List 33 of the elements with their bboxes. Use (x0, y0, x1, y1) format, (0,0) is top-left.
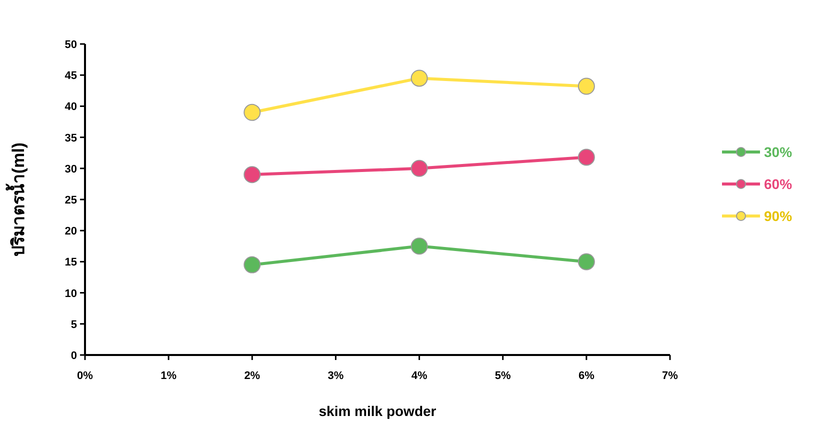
x-tick-label: 0% (77, 370, 94, 382)
y-tick-label: 15 (64, 256, 77, 269)
y-tick-label: 10 (64, 288, 77, 300)
y-tick-label: 30 (64, 163, 77, 176)
x-tick-label: 2% (244, 370, 260, 382)
legend-label: 60% (764, 176, 793, 192)
point (578, 148, 595, 166)
y-tick-label: 5 (70, 318, 77, 331)
y-tick-label: 40 (64, 101, 77, 114)
point (244, 166, 261, 184)
legend-label: 90% (764, 208, 793, 224)
point (578, 253, 595, 270)
point (410, 160, 428, 177)
y-tick-label: 50 (64, 39, 77, 51)
x-tick-label: 7% (662, 370, 678, 382)
x-tick-label: 6% (578, 370, 595, 382)
y-tick-label: 20 (64, 226, 77, 238)
x-tick-label: 1% (160, 370, 177, 382)
point (244, 104, 261, 121)
y-tick-label: 0 (70, 350, 77, 362)
x-tick-label: 5% (494, 370, 512, 382)
x-tick-label: 4% (411, 370, 428, 382)
point (410, 70, 428, 87)
y-tick-label: 25 (64, 194, 77, 206)
y-axis-title: ปริมาตรน้ำ(ml) (5, 142, 28, 257)
point (578, 78, 595, 95)
y-tick-label: 45 (64, 70, 77, 82)
legend-label: 30% (764, 144, 793, 160)
y-tick-label: 35 (64, 132, 77, 144)
point (244, 256, 261, 274)
point (410, 238, 428, 255)
x-tick-label: 3% (328, 370, 344, 382)
x-axis-title: skim milk powder (318, 403, 437, 419)
